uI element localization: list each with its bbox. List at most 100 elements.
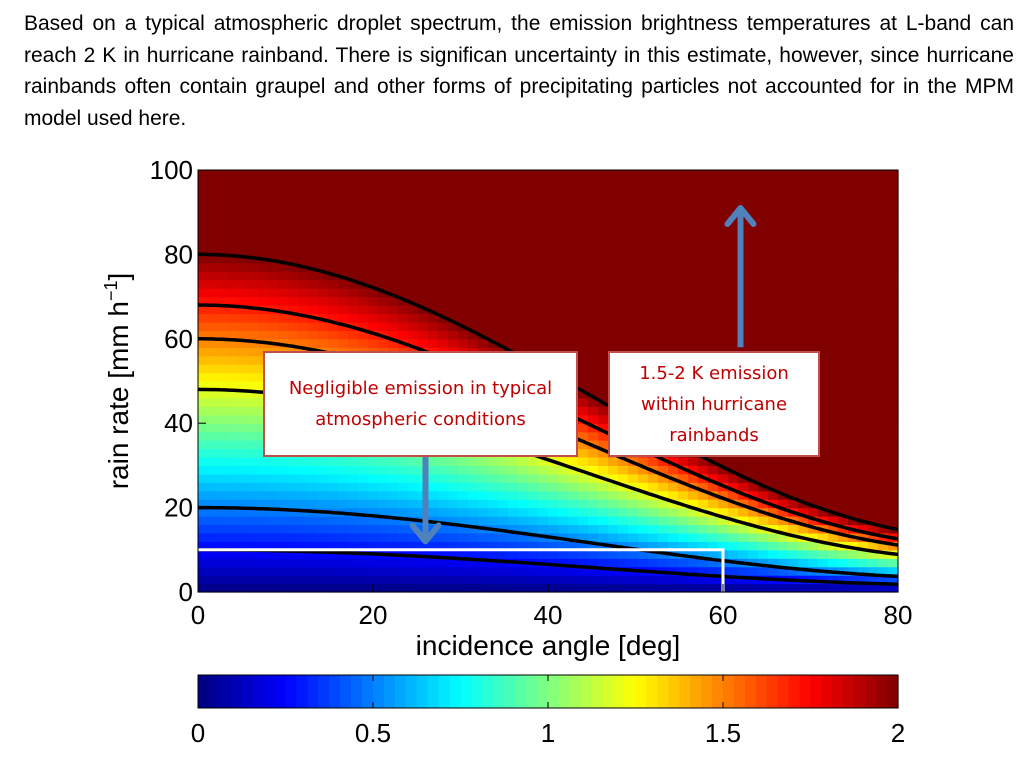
heatmap-cell <box>218 414 229 424</box>
heatmap-cell <box>508 313 519 323</box>
heatmap-cell <box>818 583 829 593</box>
heatmap-cell <box>488 170 499 180</box>
heatmap-cell <box>658 212 669 222</box>
heatmap-cell <box>228 448 239 458</box>
heatmap-cell <box>308 532 319 542</box>
heatmap-cell <box>888 431 899 441</box>
heatmap-cell <box>648 313 659 323</box>
heatmap-cell <box>228 220 239 230</box>
heatmap-cell <box>298 321 309 331</box>
heatmap-cell <box>518 178 529 188</box>
heatmap-cell <box>408 203 419 213</box>
heatmap-cell <box>358 203 369 213</box>
heatmap-cell <box>788 245 799 255</box>
heatmap-cell <box>688 321 699 331</box>
heatmap-cell <box>888 414 899 424</box>
heatmap-cell <box>768 532 779 542</box>
heatmap-cell <box>698 490 709 500</box>
heatmap-cell <box>478 465 489 475</box>
heatmap-cell <box>528 288 539 298</box>
heatmap-cell <box>838 245 849 255</box>
heatmap-cell <box>678 212 689 222</box>
heatmap-cell <box>388 170 399 180</box>
heatmap-cell <box>378 170 389 180</box>
heatmap-cell <box>488 465 499 475</box>
heatmap-cell <box>198 381 209 391</box>
heatmap-cell <box>468 288 479 298</box>
heatmap-cell <box>228 381 239 391</box>
heatmap-cell <box>368 516 379 526</box>
heatmap-cell <box>558 279 569 289</box>
heatmap-cell <box>538 305 549 315</box>
heatmap-cell <box>208 456 219 466</box>
heatmap-cell <box>268 296 279 306</box>
heatmap-cell <box>278 549 289 559</box>
heatmap-cell <box>318 482 329 492</box>
heatmap-cell <box>748 549 759 559</box>
heatmap-cell <box>578 262 589 272</box>
heatmap-cell <box>278 288 289 298</box>
heatmap-cell <box>428 465 439 475</box>
heatmap-cell <box>878 220 889 230</box>
heatmap-cell <box>668 203 679 213</box>
heatmap-cell <box>758 237 769 247</box>
heatmap-cell <box>808 279 819 289</box>
heatmap-cell <box>848 262 859 272</box>
heatmap-cell <box>528 313 539 323</box>
heatmap-cell <box>228 431 239 441</box>
heatmap-cell <box>888 338 899 348</box>
heatmap-cell <box>868 507 879 517</box>
heatmap-cell <box>278 212 289 222</box>
heatmap-cell <box>428 541 439 551</box>
heatmap-cell <box>828 364 839 374</box>
heatmap-cell <box>848 364 859 374</box>
heatmap-cell <box>828 423 839 433</box>
heatmap-cell <box>658 575 669 585</box>
heatmap-cell <box>438 170 449 180</box>
heatmap-cell <box>308 220 319 230</box>
heatmap-cell <box>788 262 799 272</box>
heatmap-cell <box>418 186 429 196</box>
heatmap-cell <box>198 516 209 526</box>
heatmap-cell <box>438 212 449 222</box>
heatmap-cell <box>728 271 739 281</box>
heatmap-cell <box>858 355 869 365</box>
heatmap-cell <box>368 321 379 331</box>
heatmap-cell <box>368 254 379 264</box>
callout-negligible: Negligible emission in typical atmospher… <box>263 351 578 457</box>
heatmap-cell <box>438 524 449 534</box>
colorbar-cell <box>416 675 429 708</box>
heatmap-cell <box>258 271 269 281</box>
heatmap-cell <box>248 465 259 475</box>
heatmap-cell <box>268 330 279 340</box>
heatmap-cell <box>768 507 779 517</box>
heatmap-cell <box>668 566 679 576</box>
heatmap-cell <box>448 490 459 500</box>
heatmap-cell <box>478 541 489 551</box>
heatmap-cell <box>428 566 439 576</box>
heatmap-cell <box>798 288 809 298</box>
heatmap-cell <box>348 456 359 466</box>
heatmap-cell <box>708 465 719 475</box>
heatmap-cell <box>828 229 839 239</box>
heatmap-cell <box>878 431 889 441</box>
heatmap-cell <box>518 313 529 323</box>
colorbar-cell <box>569 675 582 708</box>
heatmap-cell <box>208 372 219 382</box>
heatmap-cell <box>568 558 579 568</box>
heatmap-cell <box>768 566 779 576</box>
heatmap-cell <box>378 195 389 205</box>
heatmap-cell <box>408 482 419 492</box>
heatmap-cell <box>268 245 279 255</box>
heatmap-cell <box>348 532 359 542</box>
y-axis-label-main: rain rate [mm h <box>103 301 134 489</box>
heatmap-cell <box>728 296 739 306</box>
heatmap-cell <box>378 507 389 517</box>
heatmap-cell <box>348 465 359 475</box>
heatmap-cell <box>528 271 539 281</box>
heatmap-cell <box>388 288 399 298</box>
heatmap-cell <box>698 220 709 230</box>
heatmap-cell <box>658 330 669 340</box>
colorbar-cell <box>723 675 735 708</box>
heatmap-cell <box>848 448 859 458</box>
